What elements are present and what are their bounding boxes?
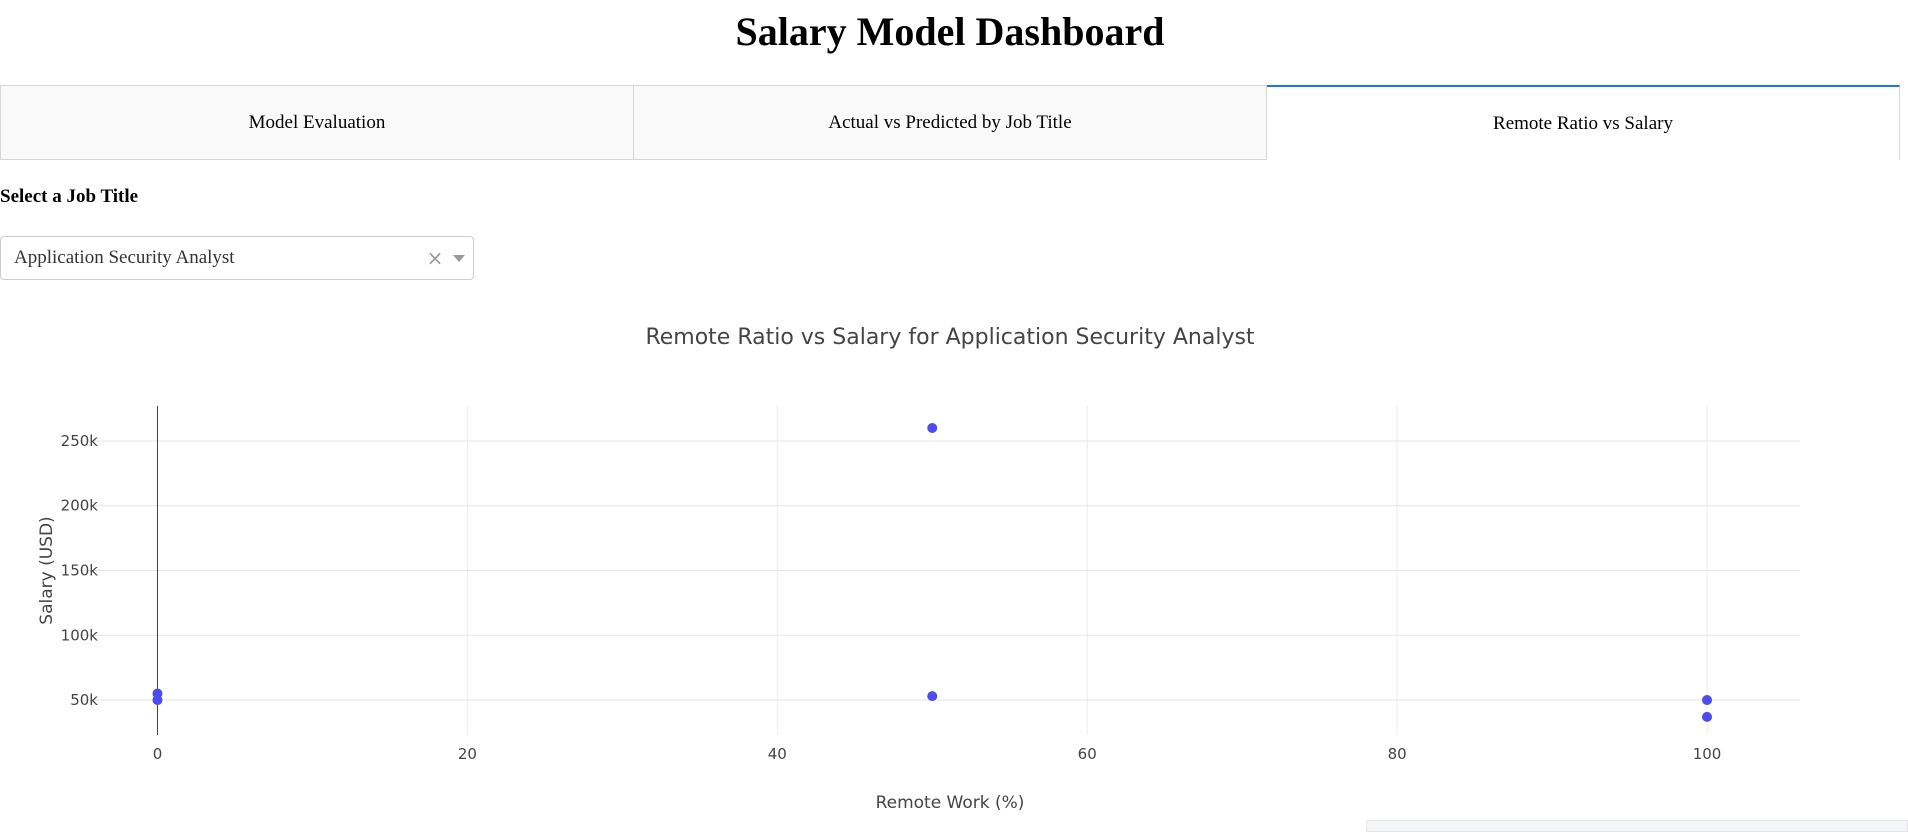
x-axis-label: Remote Work (%) xyxy=(876,793,1025,813)
x-tick-label: 0 xyxy=(153,745,163,763)
chevron-down-icon[interactable] xyxy=(445,254,473,262)
job-title-label: Select a Job Title xyxy=(0,186,139,207)
hover-panel xyxy=(1366,820,1908,832)
y-tick-label: 250k xyxy=(61,432,99,450)
tab-remote-ratio-vs-salary[interactable]: Remote Ratio vs Salary xyxy=(1267,85,1900,160)
y-tick-label: 200k xyxy=(61,497,99,515)
x-tick-label: 40 xyxy=(768,745,787,763)
data-point[interactable] xyxy=(1702,695,1713,706)
y-axis-label: Salary (USD) xyxy=(37,516,57,624)
chart-title: Remote Ratio vs Salary for Application S… xyxy=(645,325,1254,350)
x-tick-label: 80 xyxy=(1388,745,1407,763)
x-tick-label: 60 xyxy=(1078,745,1097,763)
tab-model-evaluation[interactable]: Model Evaluation xyxy=(0,85,634,160)
job-title-dropdown[interactable]: Application Security Analyst × xyxy=(0,236,474,280)
page-title: Salary Model Dashboard xyxy=(735,9,1165,54)
x-tick-label: 20 xyxy=(458,745,477,763)
tab-bar: Model Evaluation Actual vs Predicted by … xyxy=(0,85,1900,160)
y-tick-label: 150k xyxy=(61,562,99,580)
y-tick-label: 100k xyxy=(61,626,99,644)
data-point[interactable] xyxy=(927,691,938,702)
data-point[interactable] xyxy=(1702,711,1713,722)
tab-actual-vs-predicted[interactable]: Actual vs Predicted by Job Title xyxy=(634,85,1267,160)
data-point[interactable] xyxy=(152,695,163,706)
data-point[interactable] xyxy=(927,423,938,434)
dropdown-selected-value[interactable]: Application Security Analyst xyxy=(14,247,235,268)
x-tick-label: 100 xyxy=(1693,745,1722,763)
clear-icon[interactable]: × xyxy=(426,246,444,270)
scatter-chart[interactable]: Remote Ratio vs Salary for Application S… xyxy=(0,300,1908,820)
y-tick-label: 50k xyxy=(70,691,98,709)
